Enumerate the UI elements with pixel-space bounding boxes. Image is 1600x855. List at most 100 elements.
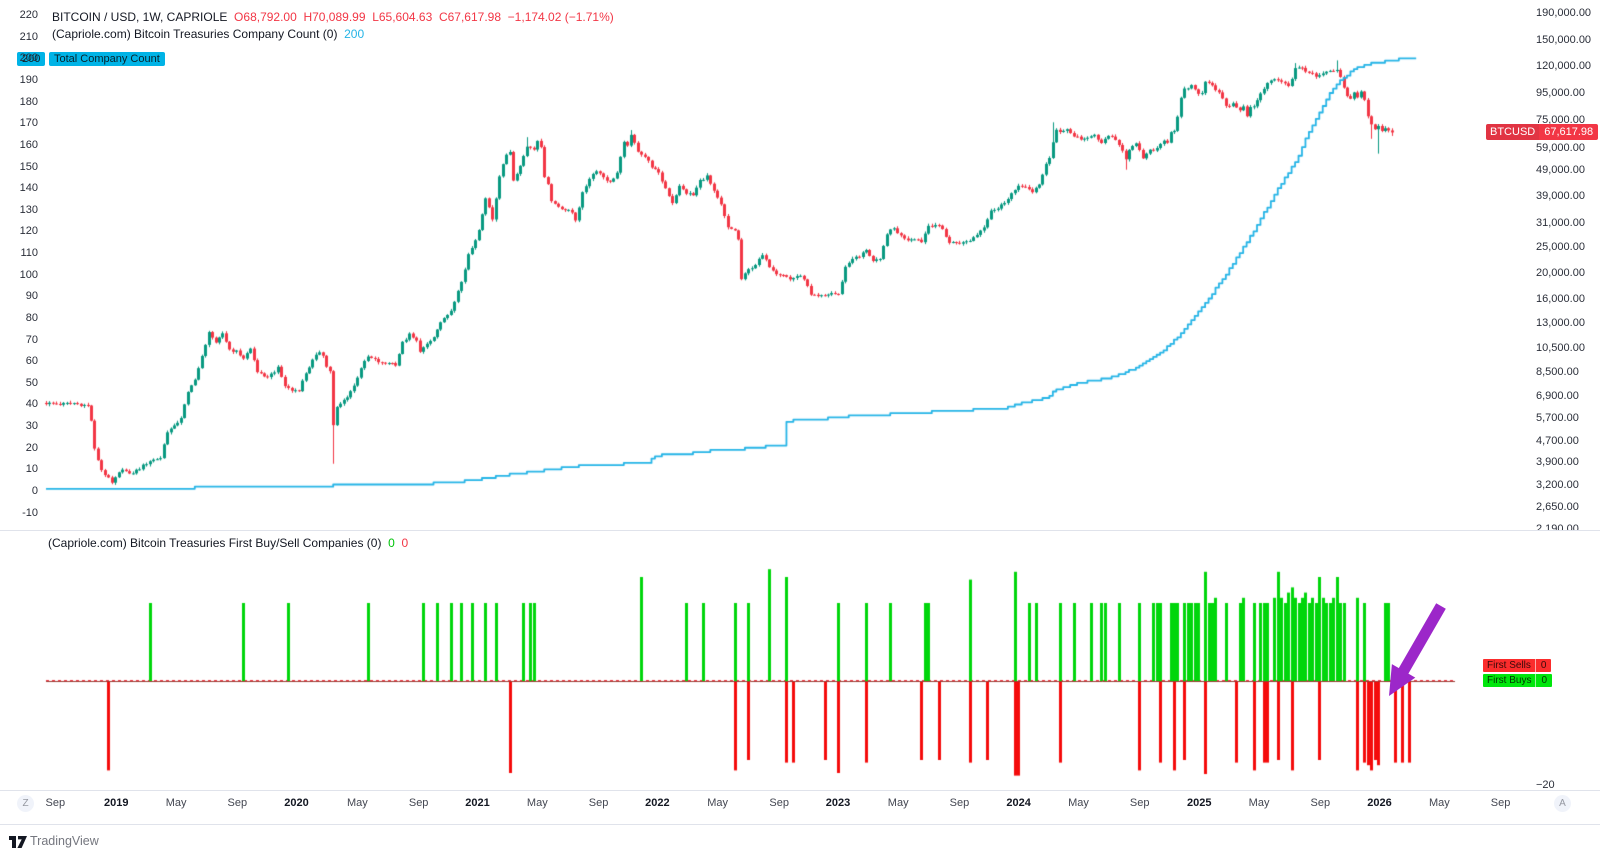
symbol-header[interactable]: BITCOIN / USD, 1W, CAPRIOLE O68,792.00 H… — [52, 10, 614, 24]
count-tick-label: 20 — [25, 441, 38, 454]
purple-arrow-annotation[interactable] — [1385, 598, 1451, 702]
time-tick-label: May — [1248, 797, 1270, 809]
count-tick-label: 160 — [19, 138, 38, 151]
time-tick-label: 2024 — [1006, 797, 1031, 809]
time-tick-label: Sep — [408, 797, 429, 809]
pane2-indicator-header[interactable]: (Capriole.com) Bitcoin Treasuries First … — [48, 536, 408, 550]
time-tick-label: May — [165, 797, 187, 809]
indicator-header[interactable]: (Capriole.com) Bitcoin Treasuries Compan… — [52, 27, 364, 41]
first-sells-badge: First Sells 0 — [1483, 659, 1552, 672]
ohlc-close-label: C — [438, 10, 448, 24]
count-tick-label: 170 — [19, 117, 38, 130]
time-tick-label: May — [1428, 797, 1450, 809]
ohlc-close: 67,617.98 — [447, 10, 501, 24]
count-tick-label: 120 — [19, 225, 38, 238]
time-tick-label: 2020 — [284, 797, 309, 809]
count-tick-label: 130 — [19, 203, 38, 216]
time-tick-label: May — [1068, 797, 1089, 809]
count-tick-label: -10 — [22, 506, 38, 519]
time-tick-label: Sep — [1490, 797, 1511, 809]
first-sells-value: 0 — [1534, 659, 1552, 672]
count-tick-label: 30 — [25, 420, 38, 433]
bottom-toolbar — [0, 824, 1600, 855]
count-tick-label: 10 — [25, 463, 38, 476]
change-value: −1,174.02 (−1.71%) — [507, 10, 614, 24]
price-tick-label: 31,000.00 — [1536, 216, 1585, 229]
time-tick-label: May — [526, 797, 548, 809]
time-tick-label: May — [887, 797, 909, 809]
last-price-value: 67,617.98 — [1539, 124, 1599, 140]
pane2-axis-tick: −20 — [1536, 779, 1555, 791]
price-tick-label: 95,000.00 — [1536, 87, 1585, 100]
price-tick-label: 2,650.00 — [1536, 500, 1579, 513]
pane2-buys-value: 0 — [388, 536, 395, 550]
time-tick-label: Sep — [45, 797, 66, 809]
ohlc-open: 68,792.00 — [243, 10, 297, 24]
price-tick-label: 3,900.00 — [1536, 456, 1579, 469]
price-tick-label: 16,000.00 — [1536, 293, 1585, 306]
price-tick-label: 25,000.00 — [1536, 241, 1585, 254]
price-tick-label: 6,900.00 — [1536, 390, 1579, 403]
price-tick-label: 39,000.00 — [1536, 190, 1585, 203]
count-tick-label: 50 — [25, 376, 38, 389]
price-axis[interactable]: 190,000.00 150,000.00 120,000.00 95,000.00 7… — [0, 0, 1600, 530]
time-tick-label: 2023 — [825, 797, 851, 809]
price-tick-label: 59,000.00 — [1536, 142, 1585, 155]
pane-divider[interactable] — [0, 530, 1600, 531]
time-tick-label: Sep — [1129, 797, 1150, 809]
price-tick-label: 190,000.00 — [1536, 7, 1592, 19]
time-tick-label: 2025 — [1186, 797, 1212, 809]
count-tick-label: 110 — [20, 247, 38, 260]
last-price-badge: BTCUSD 67,617.98 — [1486, 124, 1599, 140]
price-tick-label: 13,000.00 — [1536, 317, 1585, 330]
price-tick-label: 5,700.00 — [1536, 412, 1579, 425]
first-buys-label: First Buys — [1483, 674, 1536, 687]
ohlc-high: 70,089.99 — [312, 10, 366, 24]
pane2-sells-value: 0 — [401, 536, 409, 550]
ohlc-high-label: H — [303, 10, 313, 24]
time-tick-label: May — [347, 797, 368, 809]
count-tick-label: 0 — [31, 485, 38, 497]
count-tick-label: 100 — [19, 268, 38, 281]
last-price-symbol: BTCUSD — [1486, 124, 1540, 140]
symbol-title[interactable]: BITCOIN / USD, 1W, CAPRIOLE — [52, 10, 228, 24]
scale-a-button[interactable]: A — [1554, 795, 1571, 812]
time-tick-label: 2022 — [645, 797, 670, 809]
price-tick-label: 10,500.00 — [1536, 341, 1585, 354]
time-tick-label: Sep — [588, 797, 609, 809]
scale-z-button[interactable]: Z — [17, 795, 34, 812]
count-tick-label: 220 — [19, 9, 38, 22]
ohlc-open-label: O — [234, 10, 244, 24]
time-tick-label: Sep — [949, 797, 970, 809]
tradingview-logo-icon[interactable] — [8, 834, 28, 850]
pane2-indicator-name[interactable]: (Capriole.com) Bitcoin Treasuries First … — [48, 536, 382, 550]
price-tick-label: 2,190.00 — [1536, 522, 1579, 530]
ohlc-low-label: L — [372, 10, 379, 24]
ohlc-low: 65,604.63 — [378, 10, 433, 24]
time-axis-divider — [0, 790, 1600, 791]
count-tick-label: 210 — [19, 30, 38, 43]
price-tick-label: 120,000.00 — [1536, 60, 1592, 73]
count-tick-label: 40 — [25, 398, 38, 411]
indicator-name[interactable]: (Capriole.com) Bitcoin Treasuries Compan… — [52, 27, 338, 41]
first-buys-badge: First Buys 0 — [1483, 674, 1553, 687]
tradingview-brand-text[interactable]: TradingView — [30, 834, 99, 848]
count-tick-label: 200 — [19, 52, 38, 65]
price-tick-label: 4,700.00 — [1536, 434, 1579, 447]
count-tick-label: 150 — [19, 160, 38, 173]
time-tick-label: 2026 — [1367, 797, 1392, 809]
count-tick-label: 60 — [25, 355, 38, 368]
count-tick-label: 80 — [25, 311, 38, 324]
time-tick-label: Sep — [769, 797, 789, 809]
price-tick-label: 150,000.00 — [1536, 34, 1592, 47]
time-tick-label: May — [707, 797, 728, 809]
count-value-badge: 200 — [17, 52, 46, 66]
first-sells-label: First Sells — [1483, 659, 1535, 672]
count-tick-label: 190 — [19, 74, 38, 87]
price-tick-label: 3,200.00 — [1536, 479, 1579, 492]
price-tick-label: 75,000.00 — [1536, 114, 1585, 127]
indicator-value: 200 — [344, 27, 365, 41]
company-count-axis[interactable]: 220 210 200 190 180 170 160 150 140 130 120 110 100 9… — [0, 0, 40, 530]
